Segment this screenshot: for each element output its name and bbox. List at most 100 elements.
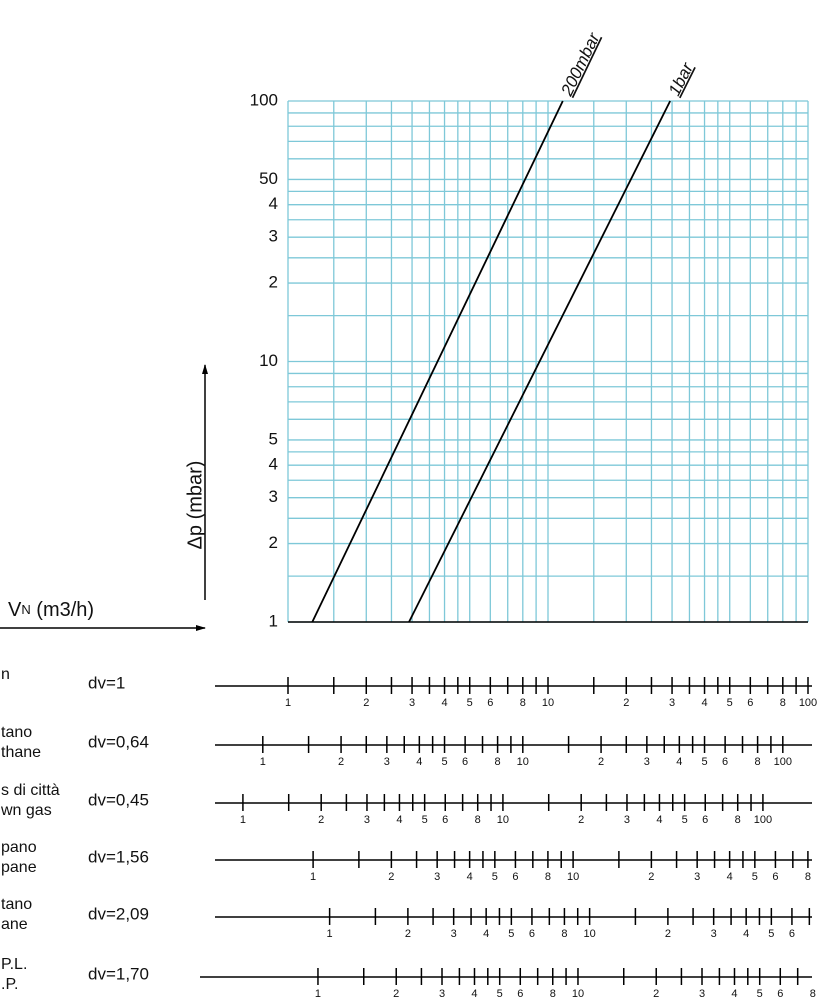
- scale-label: 1: [315, 988, 321, 1000]
- scale-label: 2: [653, 988, 659, 1000]
- scale-label: 2: [405, 928, 411, 940]
- scale-label: 5: [508, 928, 514, 940]
- scale-label: 3: [434, 871, 440, 883]
- density-label: dv=1,70: [88, 964, 149, 983]
- scale-label: 5: [467, 697, 473, 709]
- scale-label: 4: [483, 928, 489, 940]
- scale-label: 2: [623, 697, 629, 709]
- scale-label: 4: [701, 697, 707, 709]
- scale-label: 3: [384, 756, 390, 768]
- gas-name: ane: [1, 916, 28, 933]
- scale-label: 3: [624, 814, 630, 826]
- scale-label: 4: [396, 814, 402, 826]
- y-tick-label: 50: [259, 169, 278, 188]
- scale-label: 5: [701, 756, 707, 768]
- scale-label: 10: [497, 814, 509, 826]
- scale-label: 3: [364, 814, 370, 826]
- scale-label: 2: [363, 697, 369, 709]
- gas-name: pane: [1, 859, 37, 876]
- scale-label: 5: [422, 814, 428, 826]
- scale-label: 6: [512, 871, 518, 883]
- scale-label: 5: [768, 928, 774, 940]
- gas-name: n: [1, 666, 10, 683]
- scale-label: 6: [487, 697, 493, 709]
- scale-label: 3: [451, 928, 457, 940]
- scale-label: 6: [442, 814, 448, 826]
- scale-label: 6: [772, 871, 778, 883]
- scale-label: 1: [260, 756, 266, 768]
- gas-name: pano: [1, 839, 37, 856]
- scale-label: 6: [517, 988, 523, 1000]
- scale-label: 6: [777, 988, 783, 1000]
- gas-name: s di città: [1, 782, 60, 799]
- scale-label: 2: [648, 871, 654, 883]
- y-tick-label: 3: [269, 227, 278, 246]
- density-label: dv=2,09: [88, 904, 149, 923]
- x-axis-label: VN (m3/h): [8, 599, 94, 621]
- scale-label: 2: [388, 871, 394, 883]
- scale-label: 4: [731, 988, 737, 1000]
- scale-label: 4: [727, 871, 733, 883]
- scale-label: 8: [550, 988, 556, 1000]
- scale-label: 8: [495, 756, 501, 768]
- y-tick-label: 5: [269, 429, 278, 448]
- x-label-sub: N: [21, 602, 30, 617]
- series-line: [408, 100, 671, 623]
- density-label: dv=1: [88, 673, 125, 692]
- scale-label: 3: [694, 871, 700, 883]
- x-label-unit: (m3/h): [31, 599, 94, 621]
- scale-label: 8: [780, 697, 786, 709]
- scale-label: 5: [441, 756, 447, 768]
- scale-label: 10: [517, 756, 529, 768]
- scale-label: 6: [462, 756, 468, 768]
- scale-label: 2: [338, 756, 344, 768]
- scale-label: 10: [572, 988, 584, 1000]
- scale-label: 6: [789, 928, 795, 940]
- scale-label: 2: [318, 814, 324, 826]
- scale-label: 8: [805, 871, 811, 883]
- scale-label: 10: [542, 697, 554, 709]
- scale-label: 8: [810, 988, 816, 1000]
- scale-label: 2: [578, 814, 584, 826]
- gas-name: tano: [1, 896, 32, 913]
- scale-label: 2: [598, 756, 604, 768]
- y-tick-label: 100: [250, 90, 278, 109]
- scale-label: 100: [754, 814, 772, 826]
- scale-label: 2: [393, 988, 399, 1000]
- series-label: 1bar: [665, 59, 698, 99]
- gas-name: tano: [1, 724, 32, 741]
- scale-label: 4: [467, 871, 473, 883]
- scale-label: 6: [722, 756, 728, 768]
- scale-label: 3: [669, 697, 675, 709]
- scale-label: 5: [752, 871, 758, 883]
- y-tick-label: 1: [269, 611, 278, 630]
- scale-label: 6: [702, 814, 708, 826]
- y-tick-label: 10: [259, 351, 278, 370]
- scale-label: 8: [735, 814, 741, 826]
- scale-label: 4: [676, 756, 682, 768]
- scale-label: 8: [561, 928, 567, 940]
- scale-label: 100: [774, 756, 792, 768]
- scale-label: 4: [416, 756, 422, 768]
- scale-label: 4: [743, 928, 749, 940]
- gas-name: P.L.: [1, 956, 27, 973]
- scale-label: 5: [492, 871, 498, 883]
- scale-label: 1: [240, 814, 246, 826]
- density-label: dv=0,64: [88, 732, 149, 751]
- scale-label: 8: [520, 697, 526, 709]
- y-tick-label: 4: [269, 194, 278, 213]
- scale-label: 6: [529, 928, 535, 940]
- density-label: dv=0,45: [88, 790, 149, 809]
- x-label-main: V: [8, 599, 22, 621]
- scale-label: 6: [747, 697, 753, 709]
- scale-label: 1: [285, 697, 291, 709]
- scale-label: 10: [567, 871, 579, 883]
- y-tick-label: 3: [269, 487, 278, 506]
- scale-label: 2: [665, 928, 671, 940]
- density-label: dv=1,56: [88, 847, 149, 866]
- scale-label: 8: [755, 756, 761, 768]
- gas-name: thane: [1, 744, 41, 761]
- scale-label: 3: [711, 928, 717, 940]
- scale-label: 8: [475, 814, 481, 826]
